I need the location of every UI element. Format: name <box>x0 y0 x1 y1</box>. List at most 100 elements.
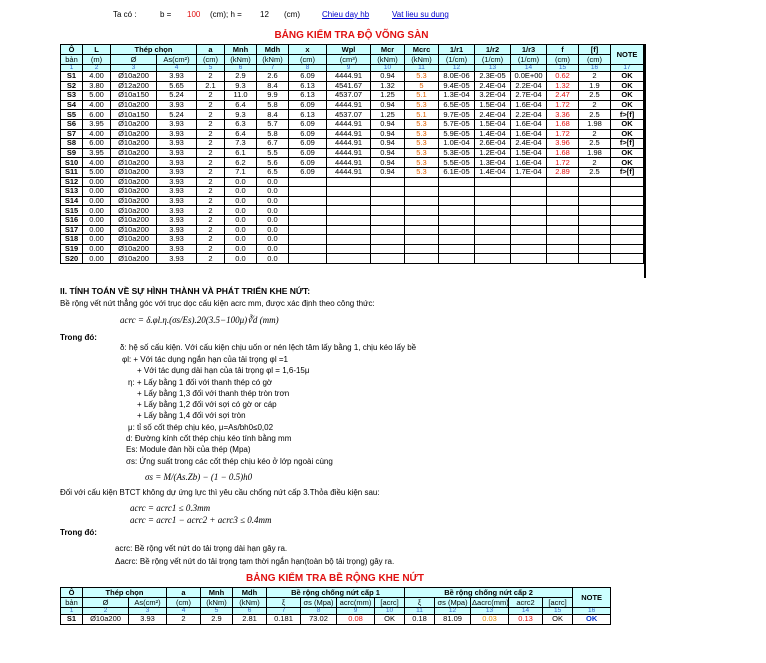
cell: 6.5 <box>256 166 290 178</box>
cell: 2.3E-05 <box>474 71 512 82</box>
cell <box>326 253 372 264</box>
index-cell: 12 <box>438 64 476 72</box>
header-cell: ξ <box>404 597 436 608</box>
formula: acrc = acrc1 − acrc2 + acrc3 ≤ 0.4mm <box>130 515 272 525</box>
cell: OK <box>610 157 645 168</box>
index-cell: 14 <box>508 607 544 615</box>
header-cell: σs (Mpa) <box>434 597 472 608</box>
cell: 5.00 <box>82 166 111 178</box>
cell: Ø10a200 <box>110 234 157 245</box>
cell: 2 <box>196 205 226 216</box>
cell: 3.93 <box>155 166 198 178</box>
cell: Ø10a200 <box>110 224 157 236</box>
cell: 4444.91 <box>326 71 372 82</box>
cell: Ø10a200 <box>110 195 157 207</box>
index-cell: 11 <box>404 607 436 615</box>
header-cell: As(cm²) <box>155 54 198 65</box>
cell: 2 <box>196 138 226 149</box>
cell: S7 <box>60 128 83 140</box>
cell: 2.47 <box>546 90 580 101</box>
cell: 0.0 <box>224 186 258 197</box>
index-cell: 13 <box>474 64 512 72</box>
header-cell: bản <box>60 54 83 65</box>
cell: 2.5 <box>578 166 612 178</box>
row: S20 0.00 Ø10a200 3.93 2 0.0 0.0 <box>60 253 645 264</box>
cell: 5.65 <box>155 80 198 92</box>
header-row: bản Ø As(cm²) (cm) (kNm) (kNm) ξ σs (Mpa) acrc(m… <box>60 597 611 608</box>
cell: 5 <box>404 80 440 92</box>
cell: 0.00 <box>82 195 111 207</box>
cell: S11 <box>60 166 83 178</box>
index-cell: 15 <box>542 607 574 615</box>
cell: 1.72 <box>546 157 580 168</box>
cell <box>546 195 580 207</box>
cell <box>578 176 612 188</box>
cell <box>610 195 645 207</box>
row: S12 0.00 Ø10a200 3.93 2 0.0 0.0 <box>60 176 645 188</box>
header-cell: Bề rộng chống nứt cấp 1 <box>266 587 406 598</box>
border <box>644 44 646 278</box>
cell: OK <box>610 118 645 130</box>
cell: 1.3E-04 <box>474 157 512 168</box>
index-cell: 8 <box>300 607 338 615</box>
cell <box>404 195 440 207</box>
header-cell: f <box>546 44 580 55</box>
cell: 0.00 <box>82 234 111 245</box>
cell: 3.93 <box>155 99 198 111</box>
cell: 8.4 <box>256 80 290 92</box>
cell: Ø10a200 <box>110 176 157 188</box>
cell: 6.09 <box>288 147 328 159</box>
cell: 3.93 <box>155 118 198 130</box>
table: Ô Thép chọn a Mnh Mdh Bề rộng chống nứt cấp 1… <box>60 587 612 625</box>
link[interactable]: Vat lieu su dung <box>392 10 449 19</box>
header-cell: ξ <box>266 597 302 608</box>
cell: 5.3 <box>404 71 440 82</box>
cell: 3.93 <box>155 253 198 264</box>
cell <box>510 205 548 216</box>
text-line: d: Đường kính cốt thép chịu kéo tính bằn… <box>126 434 292 443</box>
link[interactable]: Chieu day hb <box>322 10 370 19</box>
cell: 6.09 <box>288 128 328 140</box>
header-cell: (kNm) <box>370 54 406 65</box>
cell: 3.95 <box>82 147 111 159</box>
index-cell: 7 <box>266 607 302 615</box>
cell <box>510 176 548 188</box>
cell: 2 <box>196 147 226 159</box>
cell: OK <box>610 80 645 92</box>
cell <box>326 243 372 255</box>
cell <box>578 243 612 255</box>
row: S14 0.00 Ø10a200 3.93 2 0.0 0.0 <box>60 195 645 207</box>
value: 12 <box>260 10 269 19</box>
cell <box>326 234 372 245</box>
cell <box>370 214 406 226</box>
index-cell: 5 <box>196 64 226 72</box>
cell: 1.4E-04 <box>474 128 512 140</box>
cell: 5.3E-05 <box>438 147 476 159</box>
cell: 2 <box>196 214 226 226</box>
cell: Ø10a200 <box>110 214 157 226</box>
cell <box>288 224 328 236</box>
header-cell: σs (Mpa) <box>300 597 338 608</box>
index-cell: 17 <box>610 64 645 72</box>
cell <box>370 253 406 264</box>
header-cell: (cm) <box>166 597 202 608</box>
cell: 0.0 <box>256 205 290 216</box>
cell: 0.0 <box>256 214 290 226</box>
cell: 2 <box>196 176 226 188</box>
cell: 0.00 <box>82 224 111 236</box>
header-cell: Ô <box>60 587 83 598</box>
cell: 1.72 <box>546 128 580 140</box>
header-cell: a <box>166 587 202 598</box>
row: S19 0.00 Ø10a200 3.93 2 0.0 0.0 <box>60 243 645 255</box>
cell: 0.94 <box>370 118 406 130</box>
cell <box>370 224 406 236</box>
cell: 7.3 <box>224 138 258 149</box>
cell <box>510 214 548 226</box>
row: S9 3.95 Ø10a200 3.93 2 6.1 5.5 6.09 4444.91 0.94 5… <box>60 147 645 159</box>
cell: 4444.91 <box>326 138 372 149</box>
cell <box>404 234 440 245</box>
cell: 3.93 <box>155 147 198 159</box>
cell <box>546 214 580 226</box>
cell <box>326 224 372 236</box>
cell: 0.00 <box>82 243 111 255</box>
